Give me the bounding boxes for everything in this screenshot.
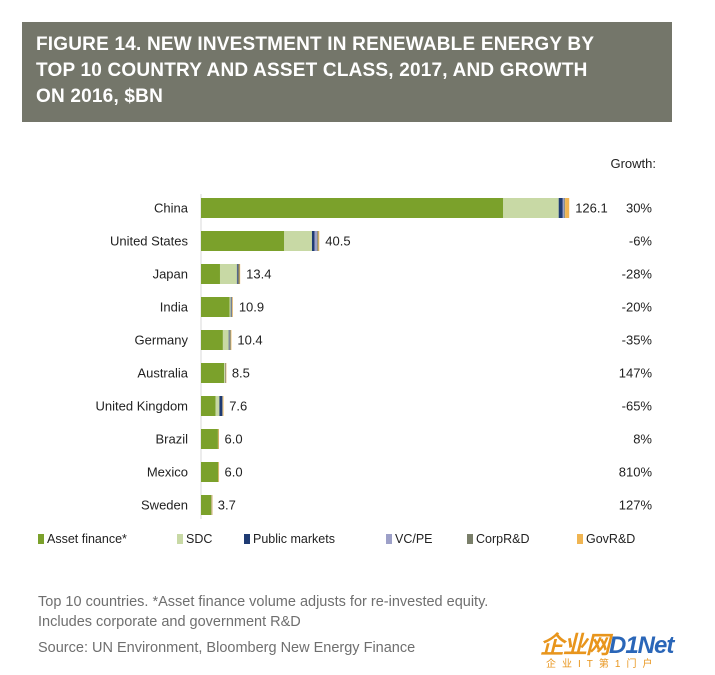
bar-segment-govr-d-united-kingdom	[222, 396, 224, 416]
bar-total-label-mexico: 6.0	[225, 465, 243, 480]
legend-swatch-public-markets	[244, 534, 250, 544]
stacked-bar-chart: Growth: China 126.1 30% United States 40.5 -6%…	[38, 156, 656, 546]
bar-segment-vc-pe-united-states	[314, 231, 318, 251]
bar-segment-public-markets-united-states	[311, 231, 315, 251]
bar-segment-asset-finance-india	[201, 297, 230, 317]
legend-label-corpr-d: CorpR&D	[476, 532, 530, 546]
bar-segment-corpr-d-united-kingdom	[222, 396, 223, 416]
logo-net: D1Net	[609, 632, 674, 659]
growth-value-china: 30%	[626, 201, 652, 216]
growth-value-sweden: 127%	[619, 498, 653, 513]
growth-value-brazil: 8%	[633, 432, 652, 447]
category-label-china: China	[154, 201, 189, 216]
bar-segment-asset-finance-japan	[201, 264, 220, 284]
legend-swatch-asset-finance	[38, 534, 44, 544]
footnote-line-2: Includes corporate and government R&D	[38, 614, 301, 630]
bar-segment-govr-d-australia	[225, 363, 227, 383]
category-label-germany: Germany	[135, 333, 189, 348]
category-label-brazil: Brazil	[155, 432, 188, 447]
growth-header: Growth:	[610, 156, 656, 171]
bar-segment-corpr-d-china	[564, 198, 566, 218]
legend-swatch-sdc	[177, 534, 183, 544]
bar-segment-public-markets-india	[230, 297, 232, 317]
figure-title-band: FIGURE 14. NEW INVESTMENT IN RENEWABLE E…	[22, 22, 672, 122]
category-label-australia: Australia	[137, 366, 188, 381]
category-label-united-states: United States	[110, 234, 189, 249]
category-label-mexico: Mexico	[147, 465, 188, 480]
legend-label-asset-finance: Asset finance*	[47, 532, 127, 546]
bar-total-label-brazil: 6.0	[225, 432, 243, 447]
bar-segment-govr-d-japan	[239, 264, 241, 284]
bar-segment-govr-d-india	[232, 297, 233, 317]
bar-segment-asset-finance-united-kingdom	[201, 396, 216, 416]
bar-segment-public-markets-united-kingdom	[219, 396, 223, 416]
bar-total-label-china: 126.1	[575, 201, 608, 216]
bar-segment-corpr-d-japan	[237, 264, 240, 284]
d1net-logo: 企业网D1Net 企业IT第1门户	[540, 633, 705, 673]
growth-value-australia: 147%	[619, 366, 653, 381]
bar-total-label-germany: 10.4	[237, 333, 262, 348]
category-label-japan: Japan	[153, 267, 188, 282]
figure-title-line-3: ON 2016, $BN	[36, 86, 164, 107]
footnote-line-1: Top 10 countries. *Asset finance volume …	[38, 594, 489, 610]
bar-segment-asset-finance-germany	[201, 330, 223, 350]
bar-segment-govr-d-germany	[230, 330, 232, 350]
legend-label-sdc: SDC	[186, 532, 212, 546]
legend-swatch-corpr-d	[467, 534, 473, 544]
logo-subtitle: 企业IT第1门户	[546, 659, 659, 670]
bar-segment-govr-d-sweden	[211, 495, 213, 515]
bar-total-label-united-kingdom: 7.6	[229, 399, 247, 414]
bar-segment-sdc-japan	[219, 264, 237, 284]
bar-segment-sdc-australia	[224, 363, 226, 383]
bar-segment-govr-d-brazil	[218, 429, 219, 449]
growth-value-united-states: -6%	[629, 234, 653, 249]
category-label-united-kingdom: United Kingdom	[96, 399, 189, 414]
bar-segment-public-markets-japan	[236, 264, 238, 284]
bar-segment-vc-pe-china	[562, 198, 565, 218]
bar-segment-public-markets-germany	[228, 330, 230, 350]
category-label-india: India	[160, 300, 189, 315]
figure-title-line-1: FIGURE 14. NEW INVESTMENT IN RENEWABLE E…	[36, 34, 595, 55]
bar-segment-asset-finance-united-states	[201, 231, 285, 251]
bar-segment-sdc-india	[229, 297, 231, 317]
bar-segment-asset-finance-australia	[201, 363, 225, 383]
growth-value-mexico: 810%	[619, 465, 653, 480]
growth-value-united-kingdom: -65%	[622, 399, 653, 414]
source-line: Source: UN Environment, Bloomberg New En…	[38, 640, 416, 656]
bar-segment-sdc-china	[503, 198, 559, 218]
bar-total-label-japan: 13.4	[246, 267, 271, 282]
legend-swatch-vc-pe	[386, 534, 392, 544]
bar-segment-asset-finance-mexico	[201, 462, 219, 482]
bar-segment-asset-finance-brazil	[201, 429, 218, 449]
legend-label-public-markets: Public markets	[253, 532, 335, 546]
bar-segment-govr-d-china	[565, 198, 570, 218]
category-label-sweden: Sweden	[141, 498, 188, 513]
growth-value-japan: -28%	[622, 267, 653, 282]
figure-title-line-2: TOP 10 COUNTRY AND ASSET CLASS, 2017, AN…	[36, 60, 588, 81]
legend-label-vc-pe: VC/PE	[395, 532, 433, 546]
bar-total-label-sweden: 3.7	[218, 498, 236, 513]
growth-value-germany: -35%	[622, 333, 653, 348]
legend-label-govr-d: GovR&D	[586, 532, 635, 546]
bar-segment-sdc-germany	[222, 330, 229, 350]
bar-segment-govr-d-mexico	[218, 462, 220, 482]
logo-main: 企业网	[540, 632, 610, 659]
bar-total-label-united-states: 40.5	[325, 234, 350, 249]
bar-segment-sdc-united-kingdom	[215, 396, 220, 416]
bar-segment-asset-finance-sweden	[201, 495, 212, 515]
bar-segment-corpr-d-united-states	[317, 231, 319, 251]
bar-segment-sdc-united-states	[284, 231, 312, 251]
bar-segment-asset-finance-china	[201, 198, 504, 218]
bar-total-label-india: 10.9	[239, 300, 264, 315]
bar-segment-govr-d-united-states	[318, 231, 320, 251]
legend-swatch-govr-d	[577, 534, 583, 544]
bar-segment-public-markets-china	[558, 198, 563, 218]
bar-segment-corpr-d-germany	[229, 330, 231, 350]
growth-value-india: -20%	[622, 300, 653, 315]
bar-segment-corpr-d-india	[231, 297, 233, 317]
bar-total-label-australia: 8.5	[232, 366, 250, 381]
